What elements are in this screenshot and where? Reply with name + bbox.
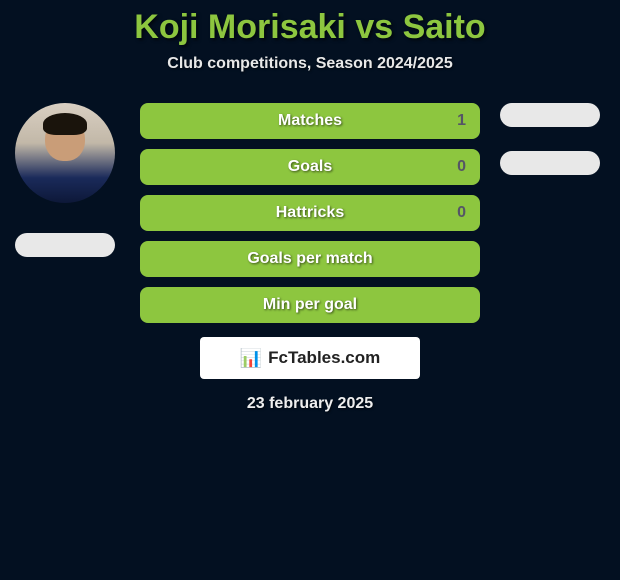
comparison-content: Matches 1 Goals 0 Hattricks 0 Goals per match M… [0, 103, 620, 413]
stat-value: 0 [457, 204, 466, 222]
stat-label: Min per goal [263, 296, 357, 314]
chart-icon: 📊 [240, 348, 262, 369]
player-right-name-pill-2 [500, 151, 600, 175]
player-right-name-pill-1 [500, 103, 600, 127]
subtitle: Club competitions, Season 2024/2025 [0, 55, 620, 73]
stat-label: Goals [288, 158, 332, 176]
player-left-name-pill [15, 233, 115, 257]
stat-label: Matches [278, 112, 342, 130]
stats-column: Matches 1 Goals 0 Hattricks 0 Goals per match M… [140, 103, 480, 323]
stat-bar: Hattricks 0 [140, 195, 480, 231]
fctables-logo: 📊 FcTables.com [200, 337, 420, 379]
snapshot-date: 23 february 2025 [0, 395, 620, 413]
left-player-column [10, 103, 120, 281]
logo-text: FcTables.com [268, 348, 380, 368]
right-player-column [495, 103, 605, 199]
stat-value: 0 [457, 158, 466, 176]
player-left-avatar [15, 103, 115, 203]
page-title: Koji Morisaki vs Saito [0, 0, 620, 47]
stat-bar: Min per goal [140, 287, 480, 323]
stat-bar: Goals 0 [140, 149, 480, 185]
stat-label: Goals per match [247, 250, 372, 268]
stat-bar: Matches 1 [140, 103, 480, 139]
stat-value: 1 [457, 112, 466, 130]
stat-label: Hattricks [276, 204, 344, 222]
stat-bar: Goals per match [140, 241, 480, 277]
